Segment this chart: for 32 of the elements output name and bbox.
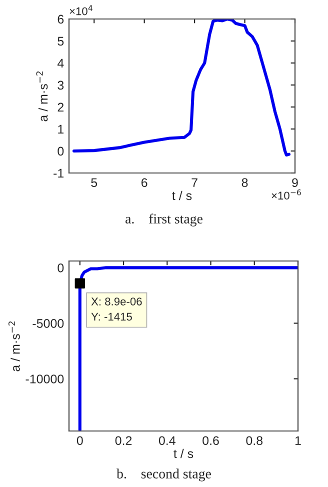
y-tick-label: -5000	[32, 319, 64, 328]
annotation: X: 8.9e-06 Y: -1415	[91, 298, 142, 321]
x-tick-label: 6	[141, 178, 148, 188]
y-tick-label: 3	[58, 80, 64, 90]
x-tick-label: 7	[192, 178, 198, 187]
text: b. second stage	[116, 468, 211, 482]
text: ×10$^{4}$	[70, 5, 92, 16]
y-tick-label: 2	[58, 102, 64, 112]
y-axis-title: a / m·s$^{−2}$	[8, 321, 20, 372]
y-tick-label: -10000	[26, 374, 64, 384]
y-tick-label: 4	[57, 58, 64, 68]
x-axis-title: t / s	[172, 190, 192, 200]
x-tick-label: 0.2	[115, 436, 132, 446]
x-axis-title: t / s	[174, 448, 194, 458]
x-tick-label: 0.4	[158, 436, 176, 446]
x-tick-label: 9	[292, 178, 298, 188]
x-tick-label: 1	[295, 436, 301, 445]
x-tick-label: 0.8	[246, 436, 263, 446]
y-tick-label: 1	[58, 124, 64, 134]
y-axis-title: a / m·s$^{−2}$	[36, 71, 48, 122]
y-tick-label: 5	[58, 36, 64, 46]
x-tick-label: 0	[76, 436, 83, 446]
y-tick-label: 6	[58, 14, 64, 24]
line-series	[72, 19, 291, 156]
y-tick-label: -1	[54, 168, 64, 178]
x-tick-label: 8	[242, 178, 248, 188]
y-tick-label: 0	[58, 263, 64, 272]
x-tick-label: 5	[91, 178, 98, 188]
text: ×10$^{−6}$	[272, 189, 301, 200]
y-tick-label: 0	[58, 146, 64, 156]
text: a. first stage	[126, 214, 202, 226]
x-tick-label: 0.6	[202, 436, 219, 446]
